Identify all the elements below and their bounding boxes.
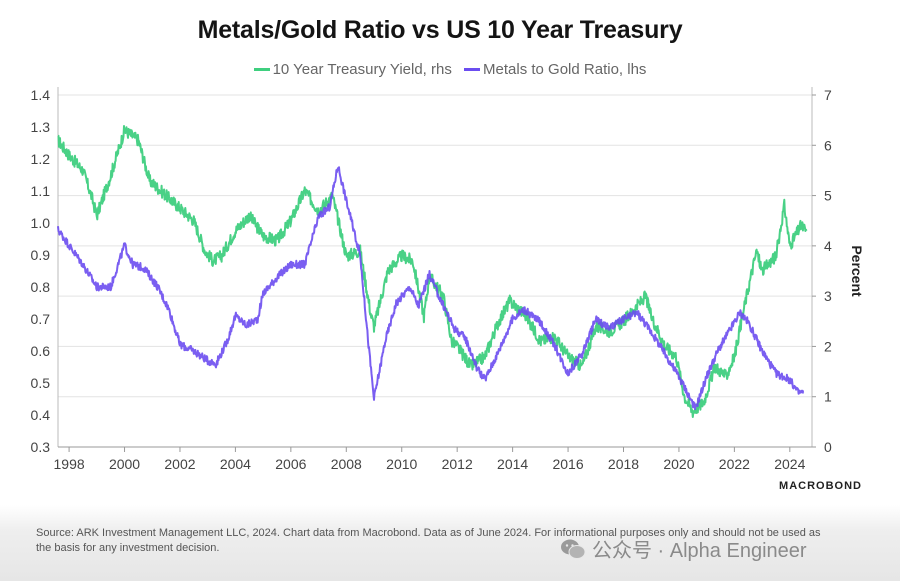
watermark-text: 公众号 · Alpha Engineer bbox=[592, 540, 807, 562]
left-tick-label-11: 1.4 bbox=[31, 87, 51, 103]
right-tick-label-4: 4 bbox=[824, 238, 832, 254]
x-tick-label-10: 2018 bbox=[608, 456, 639, 472]
right-axis-title: Percent bbox=[849, 245, 865, 297]
legend-swatch-treasury bbox=[253, 68, 270, 71]
left-tick-label-6: 0.9 bbox=[31, 247, 51, 263]
left-tick-label-4: 0.7 bbox=[31, 311, 51, 327]
right-tick-label-3: 3 bbox=[824, 288, 832, 304]
x-tick-label-12: 2022 bbox=[719, 456, 750, 472]
x-tick-label-2: 2002 bbox=[164, 456, 195, 472]
x-tick-label-5: 2008 bbox=[331, 456, 362, 472]
footer-band bbox=[0, 505, 900, 581]
macrobond-logo: MACROBOND bbox=[779, 480, 862, 492]
legend-item-treasury: 10 Year Treasury Yield, rhs bbox=[253, 61, 452, 78]
x-tick-label-13: 2024 bbox=[774, 456, 805, 472]
left-tick-label-5: 0.8 bbox=[31, 279, 51, 295]
x-tick-label-9: 2016 bbox=[552, 456, 583, 472]
right-tick-label-5: 5 bbox=[824, 188, 832, 204]
line-chart: 0.3 0.4 0.5 0.6 0.7 0.8 0.9 1.0 1.1 1.2 1.3 1.4 0 1 2 3… bbox=[31, 87, 865, 472]
series-line-treasury-yield bbox=[57, 125, 808, 418]
left-tick-label-9: 1.2 bbox=[31, 151, 51, 167]
left-tick-label-10: 1.3 bbox=[31, 119, 51, 135]
x-tick-label-8: 2014 bbox=[497, 456, 528, 472]
left-tick-label-7: 1.0 bbox=[31, 215, 51, 231]
x-tick-label-3: 2004 bbox=[220, 456, 251, 472]
left-tick-label-2: 0.5 bbox=[31, 375, 51, 391]
right-tick-label-7: 7 bbox=[824, 87, 832, 103]
right-tick-label-1: 1 bbox=[824, 389, 832, 405]
left-tick-label-8: 1.1 bbox=[31, 183, 51, 199]
left-tick-label-3: 0.6 bbox=[31, 343, 51, 359]
legend-item-metals-gold: Metals to Gold Ratio, lhs bbox=[464, 61, 646, 78]
chart-title: Metals/Gold Ratio vs US 10 Year Treasury bbox=[197, 16, 683, 44]
legend-swatch-metals-gold bbox=[464, 68, 481, 71]
watermark: 公众号 · Alpha Engineer bbox=[560, 534, 807, 563]
right-tick-label-6: 6 bbox=[824, 137, 832, 153]
right-tick-label-0: 0 bbox=[824, 439, 832, 455]
x-tick-label-7: 2012 bbox=[442, 456, 473, 472]
x-tick-label-6: 2010 bbox=[386, 456, 417, 472]
left-tick-label-0: 0.3 bbox=[31, 439, 51, 455]
series-line-metals-gold-ratio bbox=[57, 166, 805, 411]
legend-label-treasury: 10 Year Treasury Yield, rhs bbox=[272, 61, 452, 78]
wechat-icon bbox=[560, 538, 586, 560]
source-note: Source: ARK Investment Management LLC, 2… bbox=[36, 527, 821, 554]
left-tick-label-1: 0.4 bbox=[31, 407, 51, 423]
right-tick-label-2: 2 bbox=[824, 338, 832, 354]
legend-label-metals-gold: Metals to Gold Ratio, lhs bbox=[483, 61, 647, 78]
x-tick-label-11: 2020 bbox=[663, 456, 694, 472]
x-tick-label-0: 1998 bbox=[54, 456, 85, 472]
x-tick-label-4: 2006 bbox=[275, 456, 306, 472]
chart-legend: 10 Year Treasury Yield, rhs Metals to Go… bbox=[0, 58, 900, 78]
x-tick-label-1: 2000 bbox=[109, 456, 140, 472]
